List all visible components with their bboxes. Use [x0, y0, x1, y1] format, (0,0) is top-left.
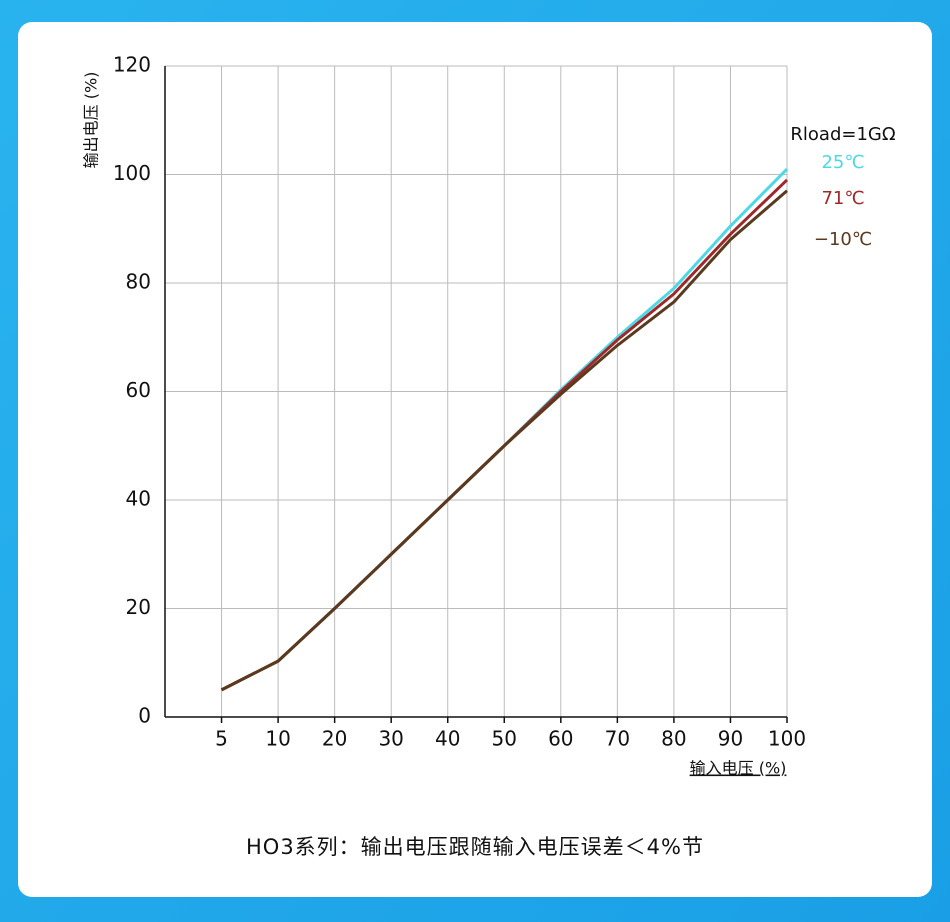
y-tick-label: 60 — [126, 378, 151, 402]
x-tick-label: 10 — [265, 727, 290, 751]
x-tick-label: 60 — [548, 727, 573, 751]
x-axis-label: 输入电压 (%) — [690, 759, 787, 778]
y-axis-label: 输出电压 (%) — [82, 72, 101, 169]
x-tick-label: 5 — [215, 727, 228, 751]
x-tick-label: 20 — [322, 727, 347, 751]
y-tick-label: 80 — [126, 270, 151, 294]
y-tick-label: 20 — [126, 595, 151, 619]
card — [18, 22, 932, 897]
x-tick-label: 90 — [718, 727, 743, 751]
legend-label: −10℃ — [814, 229, 872, 250]
x-tick-label: 70 — [605, 727, 630, 751]
legend-label: 25℃ — [821, 152, 864, 173]
legend-label: 71℃ — [821, 188, 864, 209]
x-tick-label: 50 — [492, 727, 517, 751]
y-tick-label: 100 — [113, 161, 151, 185]
legend-title: Rload=1GΩ — [790, 124, 895, 145]
x-tick-label: 80 — [661, 727, 686, 751]
series-line — [220, 189, 788, 692]
x-tick-label: 100 — [768, 727, 806, 751]
y-tick-label: 0 — [138, 704, 151, 728]
x-tick-label: 30 — [378, 727, 403, 751]
x-tick-label: 40 — [435, 727, 460, 751]
y-tick-label: 120 — [113, 53, 151, 77]
caption: HO3系列：输出电压跟随输入电压误差＜4%节 — [246, 835, 704, 859]
y-tick-label: 40 — [126, 487, 151, 511]
